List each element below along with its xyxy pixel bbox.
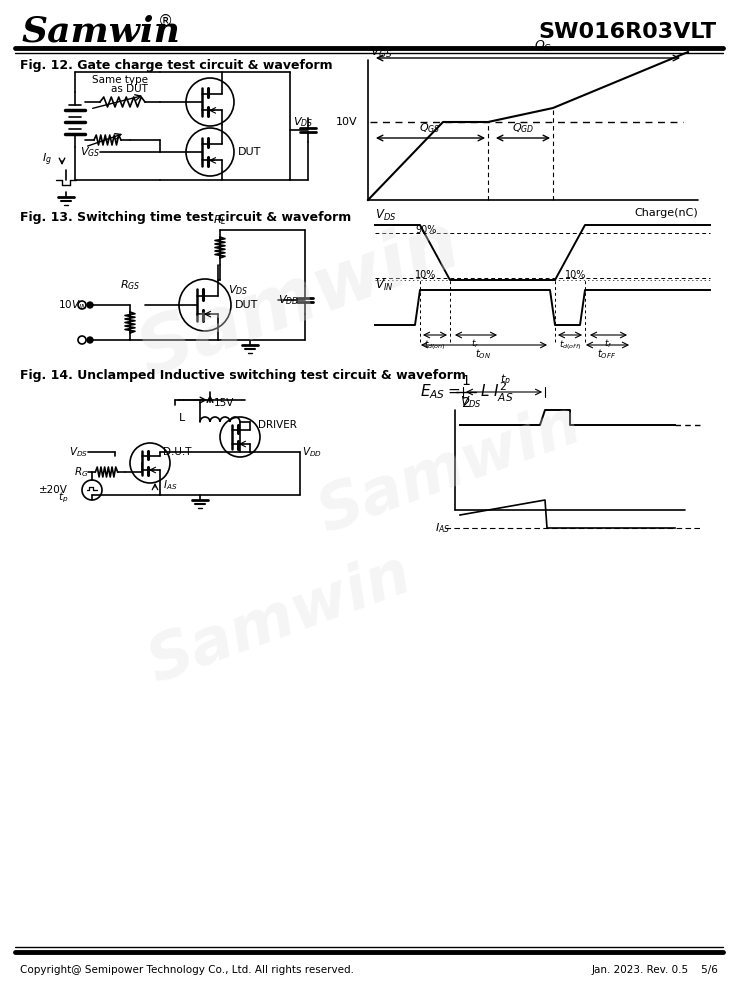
- Text: $V_{IN}$: $V_{IN}$: [375, 277, 393, 293]
- Text: $E_{AS}=$: $E_{AS}=$: [420, 383, 461, 401]
- Text: $t_p$: $t_p$: [58, 491, 68, 505]
- Text: 10V: 10V: [336, 117, 358, 127]
- Text: L: L: [179, 413, 185, 423]
- Text: $t_r$: $t_r$: [471, 338, 479, 351]
- Text: $L\ I_{AS}^{2}$: $L\ I_{AS}^{2}$: [480, 380, 514, 404]
- Text: $V_{GS}$: $V_{GS}$: [370, 44, 393, 60]
- Text: ±20V: ±20V: [39, 485, 68, 495]
- Text: as DUT: as DUT: [111, 84, 148, 94]
- Text: $V_{GS}$: $V_{GS}$: [80, 145, 100, 159]
- Text: $V_{DS}$: $V_{DS}$: [69, 445, 88, 459]
- Text: 90%: 90%: [415, 225, 436, 235]
- Text: $I_{AS}$: $I_{AS}$: [163, 478, 177, 492]
- Text: $V_{DD}$: $V_{DD}$: [302, 445, 322, 459]
- Text: $t_{d(off)}$: $t_{d(off)}$: [559, 338, 581, 352]
- Text: ®: ®: [158, 13, 173, 28]
- Text: $t_{ON}$: $t_{ON}$: [475, 347, 491, 361]
- Text: 10%: 10%: [415, 270, 436, 280]
- Text: Samwin: Samwin: [140, 545, 420, 695]
- Text: $I_g$: $I_g$: [42, 152, 52, 168]
- Text: Samwin: Samwin: [310, 395, 590, 545]
- Text: $R_L$: $R_L$: [213, 213, 227, 227]
- Text: DUT: DUT: [238, 147, 261, 157]
- Text: Fig. 14. Unclamped Inductive switching test circuit & waveform: Fig. 14. Unclamped Inductive switching t…: [20, 368, 466, 381]
- Text: $V_{DS}$: $V_{DS}$: [228, 283, 248, 297]
- Circle shape: [87, 302, 93, 308]
- Text: SW016R03VLT: SW016R03VLT: [538, 22, 716, 42]
- Text: 2: 2: [462, 396, 470, 410]
- Text: $V_{DD}$: $V_{DD}$: [278, 293, 299, 307]
- Text: D.U.T: D.U.T: [163, 447, 191, 457]
- Text: Samwin: Samwin: [129, 208, 471, 392]
- Text: 1: 1: [461, 374, 470, 388]
- Text: $V_{DS}$: $V_{DS}$: [375, 207, 396, 223]
- Text: $t_{d(on)}$: $t_{d(on)}$: [424, 338, 446, 352]
- Text: 10%: 10%: [565, 270, 587, 280]
- Text: Copyright@ Semipower Technology Co., Ltd. All rights reserved.: Copyright@ Semipower Technology Co., Ltd…: [20, 965, 354, 975]
- Text: Charge(nC): Charge(nC): [634, 208, 698, 218]
- Text: Fig. 12. Gate charge test circuit & waveform: Fig. 12. Gate charge test circuit & wave…: [20, 58, 333, 72]
- Text: $V_{DS}$: $V_{DS}$: [460, 394, 481, 410]
- Circle shape: [87, 337, 93, 343]
- Text: 15V: 15V: [214, 398, 235, 408]
- Text: Fig. 13. Switching time test circuit & waveform: Fig. 13. Switching time test circuit & w…: [20, 211, 351, 224]
- Text: $V_{DS}$: $V_{DS}$: [293, 115, 313, 129]
- Text: $I_{AS}$: $I_{AS}$: [435, 521, 450, 535]
- Text: $10V_{IN}$: $10V_{IN}$: [58, 298, 88, 312]
- Text: $t_{OFF}$: $t_{OFF}$: [598, 347, 616, 361]
- Text: $Q_{GD}$: $Q_{GD}$: [512, 121, 534, 135]
- Text: Jan. 2023. Rev. 0.5    5/6: Jan. 2023. Rev. 0.5 5/6: [591, 965, 718, 975]
- Text: $t_p$: $t_p$: [500, 373, 511, 389]
- Text: Samwin: Samwin: [22, 15, 181, 49]
- Text: $R_G$: $R_G$: [74, 465, 88, 479]
- Text: $Q_G$: $Q_G$: [534, 39, 552, 54]
- Text: $Q_{GS}$: $Q_{GS}$: [419, 121, 441, 135]
- Text: $t_f$: $t_f$: [604, 338, 613, 351]
- Text: Same type: Same type: [92, 75, 148, 85]
- Text: DRIVER: DRIVER: [258, 420, 297, 430]
- Text: $R_{GS}$: $R_{GS}$: [120, 278, 140, 292]
- Text: DUT: DUT: [235, 300, 258, 310]
